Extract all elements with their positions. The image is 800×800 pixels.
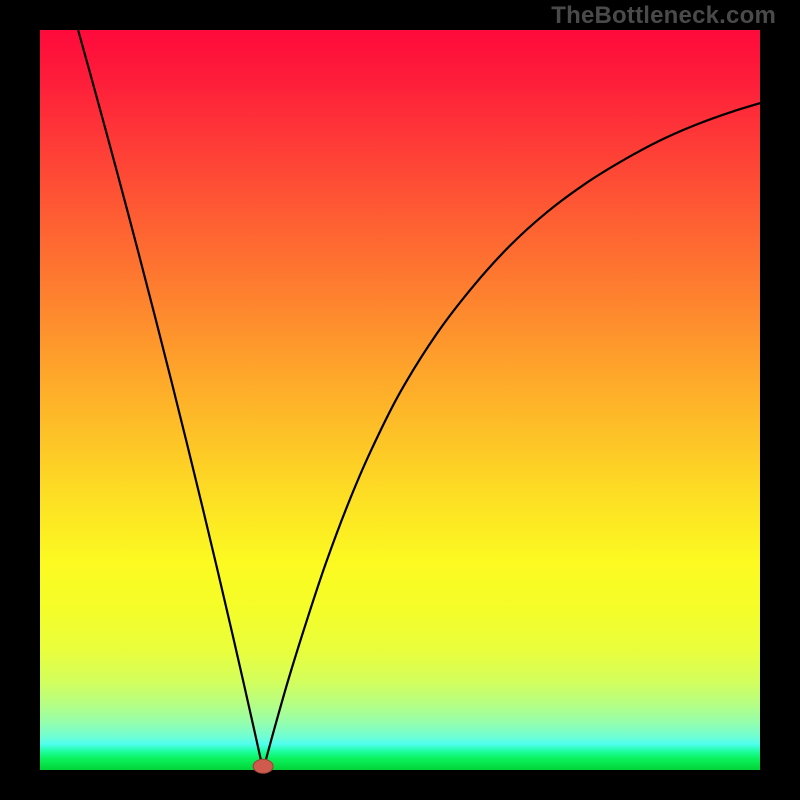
chart-svg [0, 0, 800, 800]
minimum-marker [253, 759, 273, 773]
gradient-background [40, 30, 760, 770]
chart-container: TheBottleneck.com [0, 0, 800, 800]
